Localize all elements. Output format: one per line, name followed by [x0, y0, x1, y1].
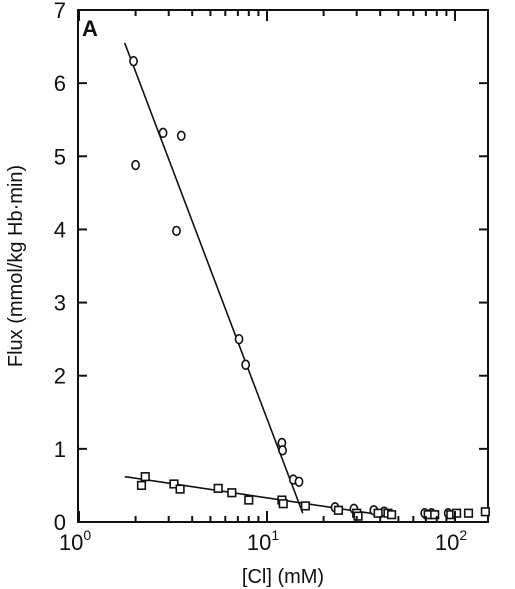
circle-point	[131, 159, 140, 171]
x-tick-label: 101	[247, 527, 279, 555]
square-point	[278, 499, 288, 509]
x-tick-label: 102	[435, 527, 467, 555]
y-tick-label: 6	[54, 71, 66, 96]
square-point	[136, 480, 147, 491]
x-axis-title: [Cl] (mM)	[242, 566, 324, 588]
circle-point	[176, 130, 186, 142]
circle-point	[129, 55, 138, 67]
y-axis-title: Flux (mmol/kg Hb·min)	[5, 165, 27, 367]
square-point	[480, 507, 490, 517]
square-point	[213, 483, 223, 493]
square-point	[227, 488, 237, 498]
y-tick-label: 2	[54, 364, 66, 389]
x-axis-ticks: 100 101 102	[59, 10, 467, 555]
square-point	[463, 508, 474, 518]
square-point	[175, 484, 185, 494]
circle-point	[158, 127, 168, 139]
square-point	[373, 508, 383, 518]
circle-point	[241, 359, 251, 370]
circle-point	[278, 445, 287, 456]
y-tick-label: 4	[54, 217, 66, 242]
y-tick-label: 1	[54, 437, 66, 462]
circle-point	[172, 225, 181, 237]
fit-lines	[123, 42, 381, 516]
square-point	[452, 508, 462, 518]
y-tick-label: 7	[54, 0, 66, 23]
square-point	[333, 505, 344, 515]
data-markers	[129, 55, 490, 521]
square-point	[353, 511, 363, 521]
circle-point	[234, 333, 244, 345]
y-tick-label: 5	[54, 144, 66, 169]
circle-point	[294, 476, 304, 487]
panel-label: A	[82, 16, 98, 41]
square-point	[300, 501, 310, 511]
square-point	[169, 479, 179, 489]
square-point	[430, 510, 440, 520]
x-tick-label: 100	[59, 527, 91, 555]
square-point	[386, 510, 397, 520]
plot-frame	[77, 9, 489, 523]
y-tick-label: 3	[54, 291, 66, 316]
square-point	[244, 495, 254, 505]
y-tick-label: 0	[54, 510, 66, 535]
y-axis-ticks: 0 1 2 3 4 5 6 7	[54, 0, 488, 535]
fit-line-series-1	[123, 42, 304, 514]
square-point	[140, 472, 150, 482]
